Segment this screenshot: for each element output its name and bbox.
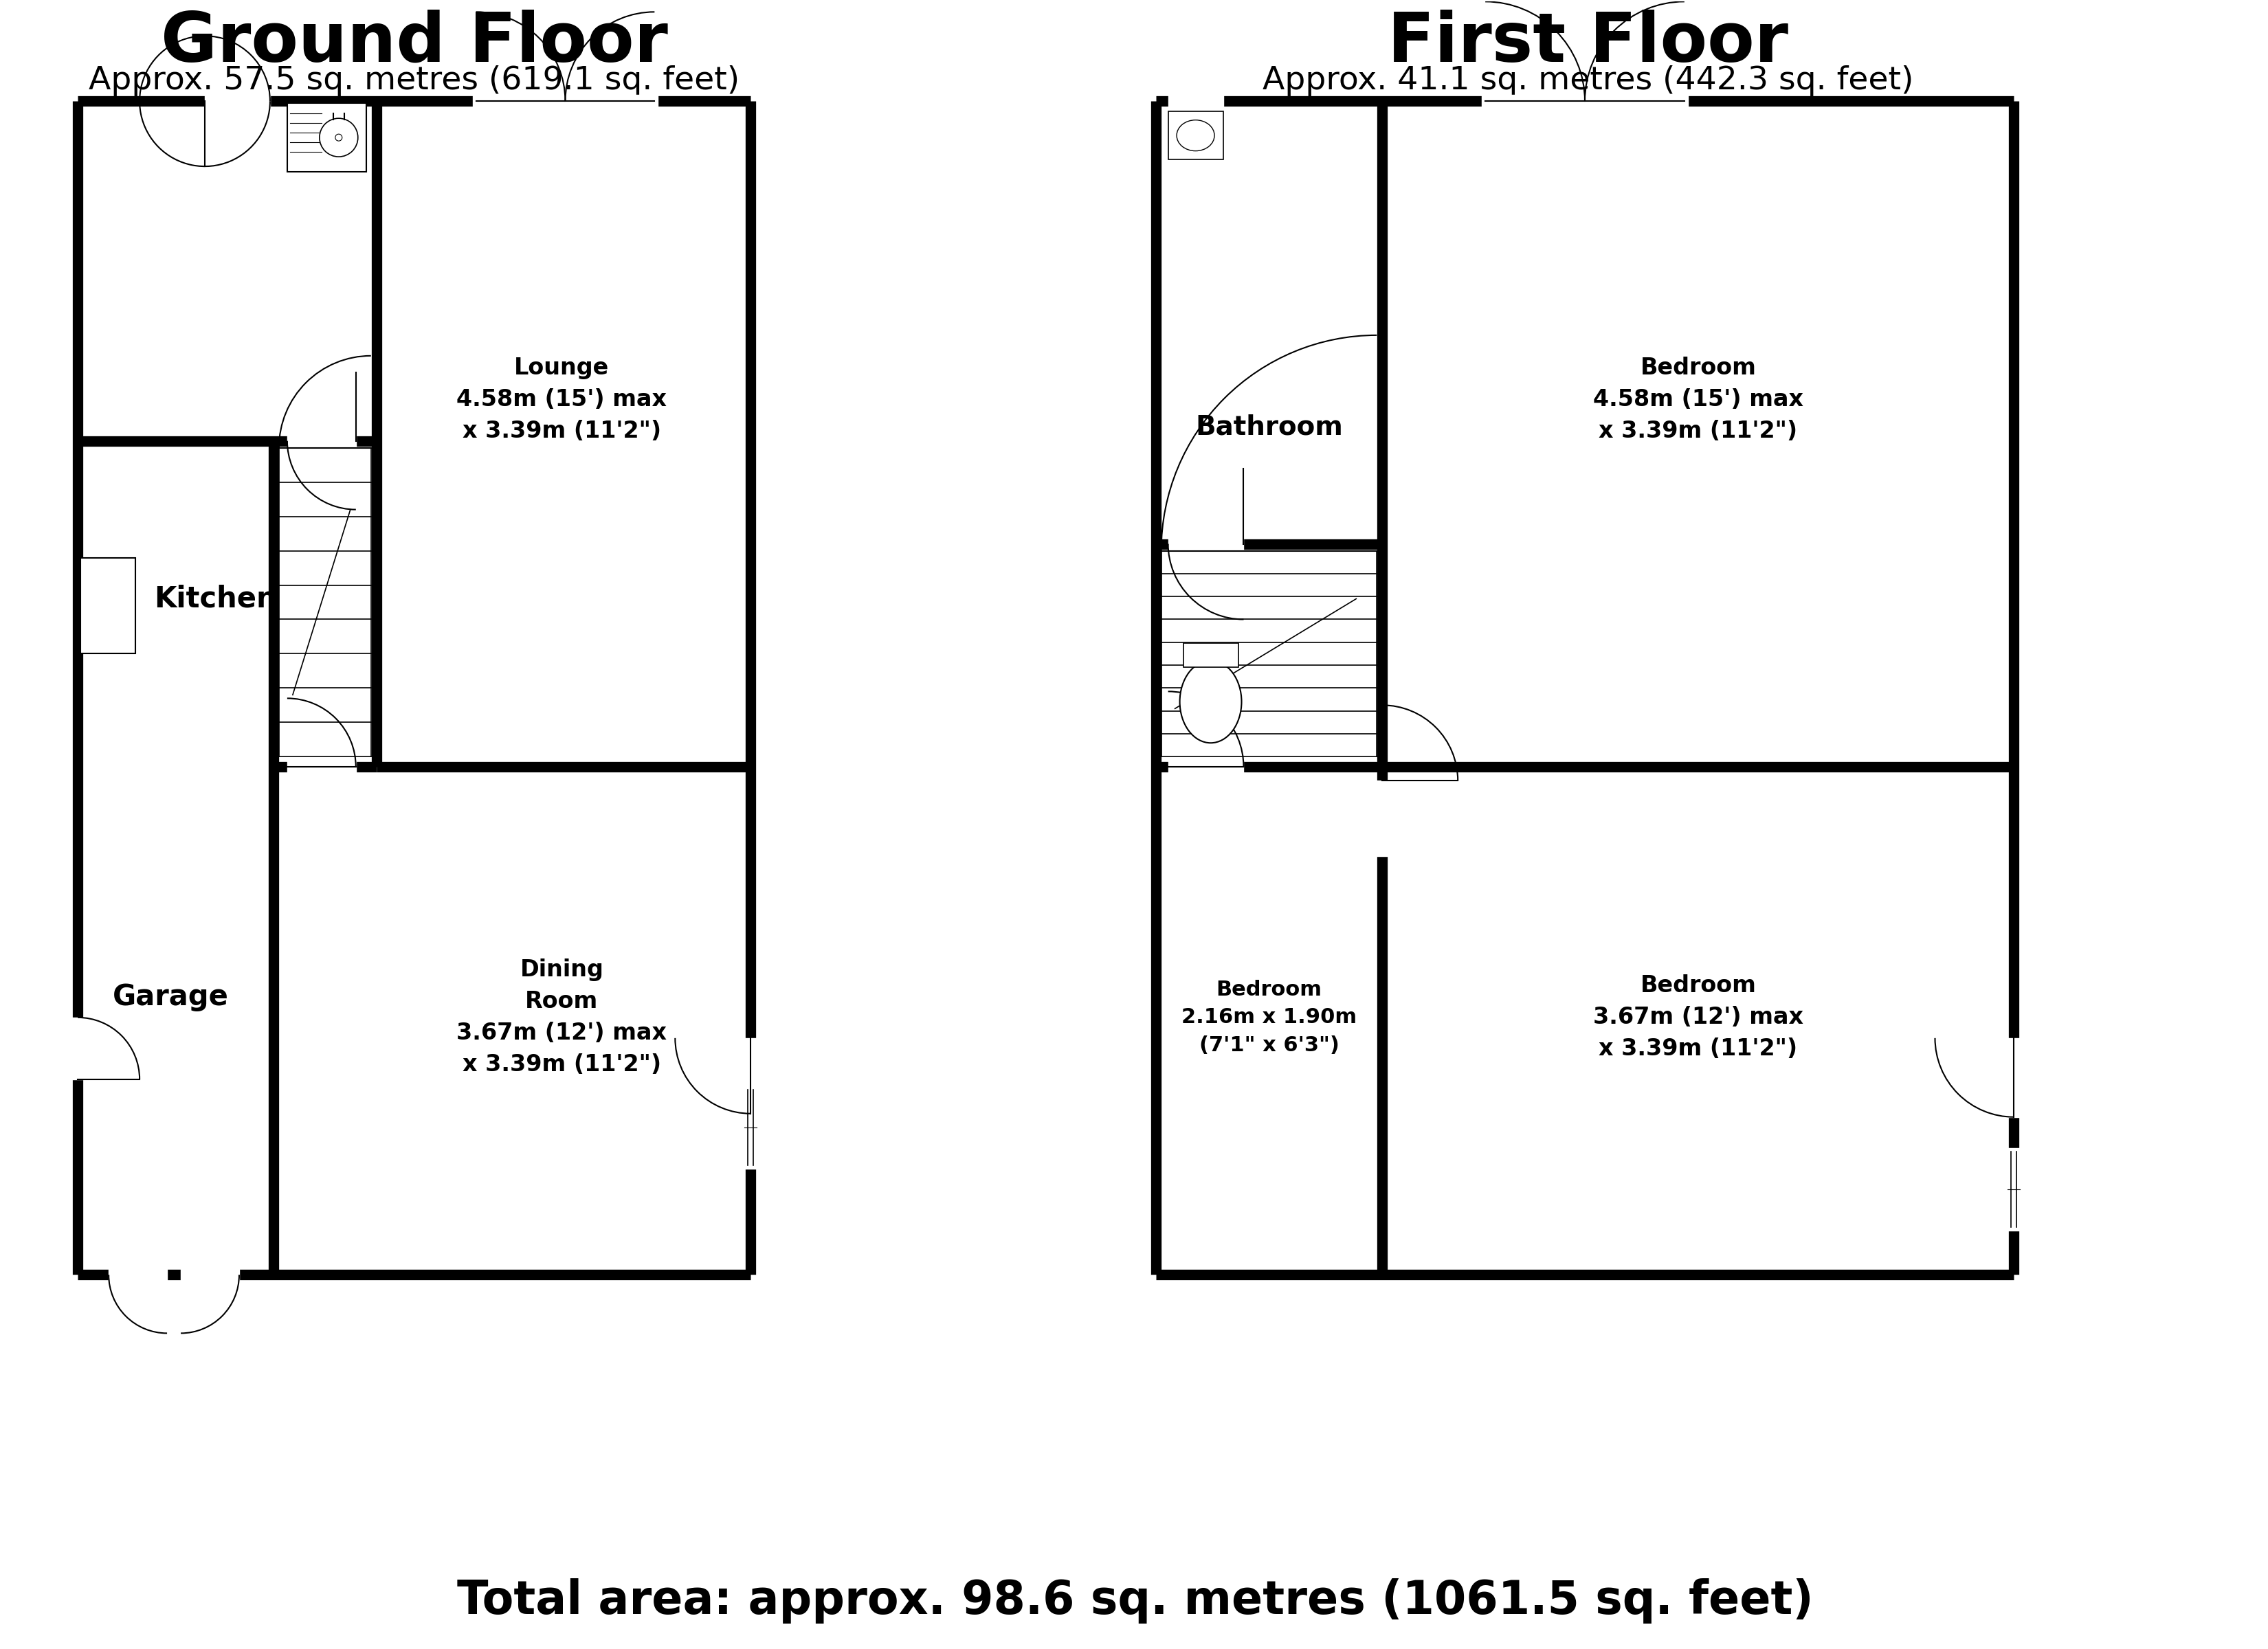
Circle shape (336, 134, 342, 140)
Circle shape (320, 119, 358, 157)
Text: Lounge
4.58m (15') max
x 3.39m (11'2"): Lounge 4.58m (15') max x 3.39m (11'2") (456, 356, 667, 442)
Text: Bedroom
3.67m (12') max
x 3.39m (11'2"): Bedroom 3.67m (12') max x 3.39m (11'2") (1592, 975, 1803, 1060)
Bar (82, 557, 136, 653)
Ellipse shape (1179, 661, 1241, 744)
Bar (1168, 112, 1222, 160)
Text: Dining
Room
3.67m (12') max
x 3.39m (11'2"): Dining Room 3.67m (12') max x 3.39m (11'… (456, 958, 667, 1077)
Text: Bedroom
4.58m (15') max
x 3.39m (11'2"): Bedroom 4.58m (15') max x 3.39m (11'2") (1592, 356, 1803, 442)
Text: Ground Floor: Ground Floor (161, 10, 667, 76)
Text: First Floor: First Floor (1388, 10, 1789, 76)
Bar (288, 104, 365, 171)
Text: Approx. 57.5 sq. metres (619.1 sq. feet): Approx. 57.5 sq. metres (619.1 sq. feet) (88, 64, 739, 96)
Bar (1184, 643, 1238, 668)
Text: Bathroom: Bathroom (1195, 414, 1343, 440)
Text: Total area: approx. 98.6 sq. metres (1061.5 sq. feet): Total area: approx. 98.6 sq. metres (106… (456, 1578, 1814, 1624)
Text: Garage: Garage (113, 983, 229, 1011)
Text: Bedroom
2.16m x 1.90m
(7'1" x 6'3"): Bedroom 2.16m x 1.90m (7'1" x 6'3") (1182, 980, 1356, 1055)
Text: Kitchen: Kitchen (154, 584, 277, 613)
Text: Approx. 41.1 sq. metres (442.3 sq. feet): Approx. 41.1 sq. metres (442.3 sq. feet) (1263, 64, 1914, 96)
Ellipse shape (1177, 120, 1213, 152)
